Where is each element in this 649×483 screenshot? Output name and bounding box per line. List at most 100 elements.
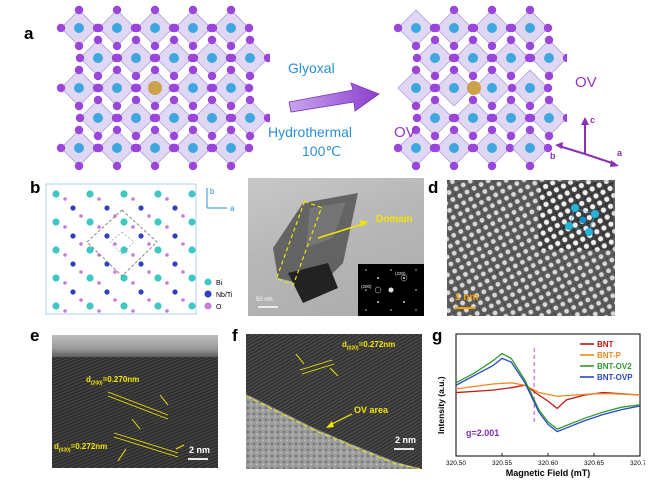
bi-site <box>52 274 60 282</box>
cation-atom <box>506 53 516 63</box>
bi-site <box>120 218 128 226</box>
axis-a-label: a <box>617 148 623 158</box>
nbti-site <box>104 233 110 239</box>
cation-atom <box>525 23 535 33</box>
oxygen-atom <box>208 23 218 33</box>
oxygen-atom <box>226 5 236 15</box>
nbti-site <box>70 261 76 267</box>
cation-atom <box>245 113 255 123</box>
bi-site <box>120 190 128 198</box>
bi-site <box>154 246 162 254</box>
oxygen-atom <box>112 5 122 15</box>
oxygen-atom <box>226 101 236 111</box>
cation-atom <box>544 53 554 63</box>
o-site <box>147 298 151 302</box>
cation-atom <box>188 23 198 33</box>
cation-atom <box>411 83 421 93</box>
o-site <box>63 309 67 313</box>
oxygen-atom <box>56 83 66 93</box>
oxygen-atom <box>112 125 122 135</box>
oxygen-atom <box>393 23 403 33</box>
oxygen-atom <box>544 131 554 141</box>
oxygen-atom <box>151 113 161 123</box>
nbti-site <box>70 289 76 295</box>
oxygen-atom <box>412 53 422 63</box>
oxygen-atom <box>132 23 142 33</box>
oxygen-atom <box>488 113 498 123</box>
o-site <box>79 214 83 218</box>
oxygen-atom <box>56 143 66 153</box>
cation-atom <box>169 113 179 123</box>
oxygen-atom <box>131 35 141 45</box>
crystal-axes-indicator: c b a <box>550 115 623 167</box>
o-site <box>181 242 185 246</box>
oxygen-atom <box>245 95 255 105</box>
oxygen-atom <box>411 125 421 135</box>
cation-atom <box>430 113 440 123</box>
oxygen-atom <box>75 113 85 123</box>
oxygen-atom <box>544 35 554 45</box>
oxygen-atom <box>431 23 441 33</box>
oxygen-atom <box>487 65 497 75</box>
oxygen-atom <box>226 125 236 135</box>
oxygen-atom <box>487 101 497 111</box>
oxygen-atom <box>244 83 254 93</box>
cation-atom <box>411 23 421 33</box>
o-site <box>79 242 83 246</box>
oxygen-atom <box>226 161 236 171</box>
bi-site <box>120 246 128 254</box>
cation-atom <box>544 113 554 123</box>
legend-label: BNT-OV2 <box>597 362 632 371</box>
oxygen-atom <box>74 101 84 111</box>
oxygen-atom <box>113 53 123 63</box>
hrtem-atomic-lattice: 1 nm <box>447 180 615 316</box>
oxygen-atom <box>525 41 535 51</box>
oxygen-atom <box>74 5 84 15</box>
oxygen-atom <box>227 53 237 63</box>
oxygen-atom <box>226 41 236 51</box>
oxygen-atom <box>411 101 421 111</box>
oxygen-atom <box>169 95 179 105</box>
process-label: Hydrothermal <box>268 124 353 140</box>
oxygen-atom <box>430 35 440 45</box>
oxygen-atom <box>526 53 536 63</box>
series-line-bnt-p <box>455 382 641 397</box>
o-site <box>131 253 135 257</box>
oxygen-atom <box>543 23 553 33</box>
o-site <box>97 309 101 313</box>
oxygen-atom <box>431 143 441 153</box>
nbti-site <box>138 233 144 239</box>
bi-site <box>52 190 60 198</box>
o-site <box>113 298 117 302</box>
axis-b-label: b <box>550 151 556 161</box>
oxygen-atom <box>245 71 255 81</box>
oxygen-atom <box>150 101 160 111</box>
o-site <box>113 270 117 274</box>
cation-atom <box>449 143 459 153</box>
oxygen-atom <box>543 83 553 93</box>
scale-bar-c: 50 nm <box>256 297 273 303</box>
bi-site <box>52 246 60 254</box>
oxygen-atom <box>132 143 142 153</box>
oxygen-atom <box>430 71 440 81</box>
oxygen-atom <box>131 95 141 105</box>
oxygen-atom <box>74 41 84 51</box>
scale-bar-f: 2 nm <box>395 435 417 445</box>
cation-atom <box>487 23 497 33</box>
crystal-structure-pristine <box>56 5 270 171</box>
saed-label-200: (200) <box>361 284 372 289</box>
legend-bi: Bi <box>216 280 223 287</box>
oxygen-atom <box>112 41 122 51</box>
nbti-site <box>172 261 178 267</box>
legend-b: Bi Nb/Ti O <box>204 278 233 311</box>
oxygen-atom <box>112 65 122 75</box>
oxygen-atom <box>468 131 478 141</box>
o-site <box>131 225 135 229</box>
legend-label: BNT <box>597 340 614 349</box>
cation-atom <box>449 23 459 33</box>
nbti-site <box>104 261 110 267</box>
oxygen-atom <box>411 41 421 51</box>
nbti-site <box>172 233 178 239</box>
bi-site <box>86 274 94 282</box>
bi-site <box>188 274 196 282</box>
